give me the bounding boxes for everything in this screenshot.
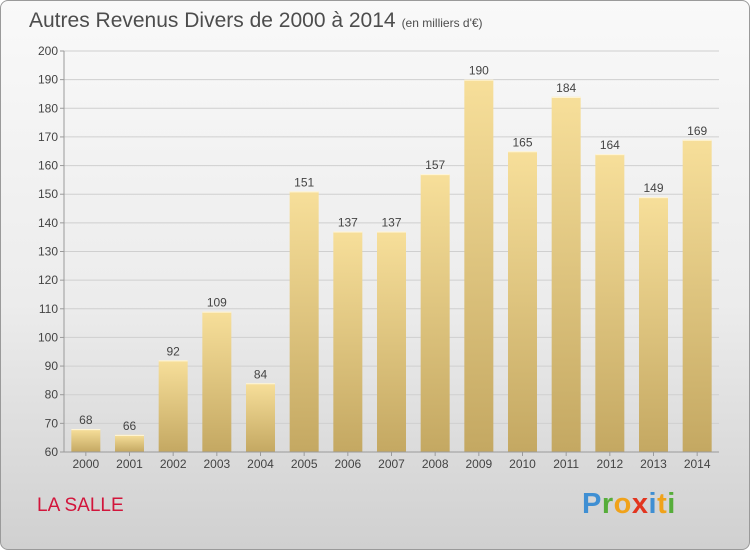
x-axis-ticks: 2000 2001 2002 2003 2004 2005 2006 2007 2008 2009… [72,452,711,471]
bar-2002 [158,360,188,452]
x-tick-label: 2003 [203,457,230,471]
bar-2006 [333,231,363,452]
logo-letter: o [613,488,632,520]
data-label-2007: 137 [381,215,401,229]
y-axis-ticks: 60 70 80 90 100 110 120 130 140 150 160 170 180 190 20… [38,44,64,459]
y-tick-label: 100 [38,330,58,344]
bar-2001 [115,434,144,452]
x-tick-label: 2005 [291,457,318,471]
logo-letter: r [601,488,614,520]
chart-title-unit: (en milliers d'€) [401,16,483,30]
data-label-2009: 190 [469,64,489,78]
data-label-2013: 149 [643,181,663,195]
x-tick-label: 2010 [509,457,536,471]
data-label-2000: 68 [79,413,93,427]
logo-letter: x [631,488,649,520]
data-label-2008: 157 [425,158,445,172]
bar-2000 [71,429,101,452]
y-tick-label: 60 [45,445,59,459]
x-tick-label: 2011 [553,457,579,471]
y-tick-label: 120 [38,273,58,287]
y-tick-label: 70 [45,416,59,430]
x-tick-label: 2000 [72,457,99,471]
logo-letter: i [667,488,676,520]
logo-letter: i [648,488,658,520]
chart-title: Autres Revenus Divers de 2000 à 2014 (en … [29,9,483,33]
bar-2007 [377,231,406,452]
x-tick-label: 2007 [378,457,405,471]
data-label-2011: 184 [556,81,576,95]
data-label-2012: 164 [600,138,620,152]
data-label-2005: 151 [294,175,314,189]
bars [71,79,712,453]
data-label-2004: 84 [254,367,268,381]
data-label-2014: 169 [687,124,707,138]
y-tick-label: 80 [45,388,59,402]
bar-2009 [464,79,494,453]
data-label-2010: 165 [512,135,532,149]
x-tick-label: 2004 [247,457,274,471]
proxiti-logo: Proxiti [582,488,676,521]
x-tick-label: 2008 [422,457,449,471]
y-tick-label: 150 [38,187,58,201]
y-tick-label: 200 [38,44,58,58]
data-label-2001: 66 [123,419,137,433]
bar-2014 [682,139,712,453]
x-tick-label: 2012 [596,457,623,471]
data-label-2006: 137 [338,215,358,229]
x-tick-label: 2009 [465,457,492,471]
y-tick-label: 90 [45,359,59,373]
y-tick-label: 110 [39,302,58,316]
bar-2010 [508,151,537,452]
town-name: LA SALLE [37,495,124,516]
y-tick-label: 160 [38,159,58,173]
x-tick-label: 2006 [334,457,361,471]
bar-2003 [202,311,232,452]
y-tick-label: 130 [38,245,58,259]
y-tick-label: 140 [38,216,58,230]
bar-2011 [551,96,581,452]
bar-2004 [246,383,275,452]
bar-2013 [639,197,668,452]
data-labels: 68 66 92 109 84 151 137 137 157 190 165 184 164 149 16… [79,64,707,433]
x-tick-label: 2013 [640,457,667,471]
bar-2012 [595,154,625,452]
data-label-2002: 92 [166,344,180,358]
x-tick-label: 2001 [116,457,143,471]
data-label-2003: 109 [207,296,227,310]
y-tick-label: 170 [38,130,58,144]
y-tick-label: 190 [38,73,58,87]
y-tick-label: 180 [38,101,58,115]
logo-letter: t [657,488,668,520]
chart-title-main: Autres Revenus Divers de 2000 à 2014 [29,9,396,32]
bar-2008 [420,174,450,452]
bar-2005 [289,191,319,452]
logo-letter: P [582,488,602,520]
x-tick-label: 2014 [684,457,711,471]
x-tick-label: 2002 [160,457,187,471]
